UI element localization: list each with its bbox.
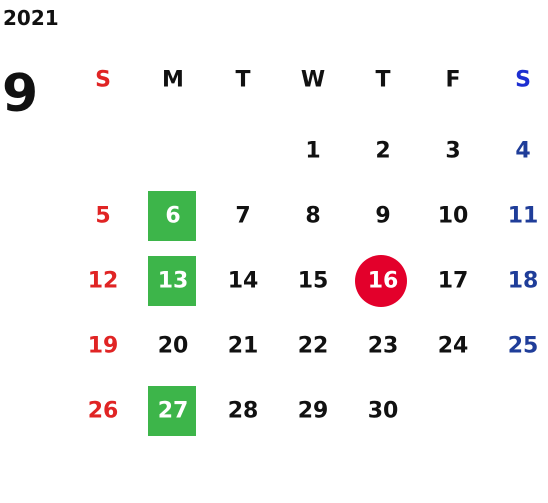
month: 9 — [2, 64, 38, 124]
day-number: 2 — [375, 139, 390, 164]
weekday-label: T — [235, 68, 250, 93]
day-number: 8 — [305, 204, 320, 229]
highlight-square — [148, 386, 196, 436]
year: 2021 — [3, 6, 59, 30]
highlight-square — [148, 256, 196, 306]
highlight-square — [148, 191, 196, 241]
day-number: 18 — [508, 269, 539, 294]
weekday-label: S — [95, 68, 111, 93]
weekday-label: W — [301, 68, 325, 93]
day-number: 6 — [165, 204, 180, 229]
day-number: 11 — [508, 204, 539, 229]
day-number: 27 — [158, 399, 189, 424]
day-number: 10 — [438, 204, 469, 229]
day-number: 19 — [88, 334, 119, 359]
day-number: 28 — [228, 399, 259, 424]
day-number: 15 — [298, 269, 329, 294]
day-number: 30 — [368, 399, 399, 424]
day-number: 13 — [158, 269, 189, 294]
weekday-label: T — [375, 68, 390, 93]
weekday-label: M — [162, 68, 184, 93]
day-number: 1 — [305, 139, 320, 164]
day-number: 22 — [298, 334, 329, 359]
day-number: 21 — [228, 334, 259, 359]
day-number: 9 — [375, 204, 390, 229]
highlight-circle — [355, 255, 407, 307]
day-number: 3 — [445, 139, 460, 164]
day-number: 5 — [95, 204, 110, 229]
day-number: 12 — [88, 269, 119, 294]
day-number: 14 — [228, 269, 259, 294]
day-number: 26 — [88, 399, 119, 424]
day-number: 17 — [438, 269, 469, 294]
day-number: 25 — [508, 334, 539, 359]
day-number: 23 — [368, 334, 399, 359]
weekday-label: S — [515, 68, 531, 93]
day-number: 20 — [158, 334, 189, 359]
day-number: 7 — [235, 204, 250, 229]
weekday-label: F — [445, 68, 460, 93]
day-number: 4 — [515, 139, 530, 164]
day-number: 16 — [368, 269, 399, 294]
day-number: 29 — [298, 399, 329, 424]
day-number: 24 — [438, 334, 469, 359]
